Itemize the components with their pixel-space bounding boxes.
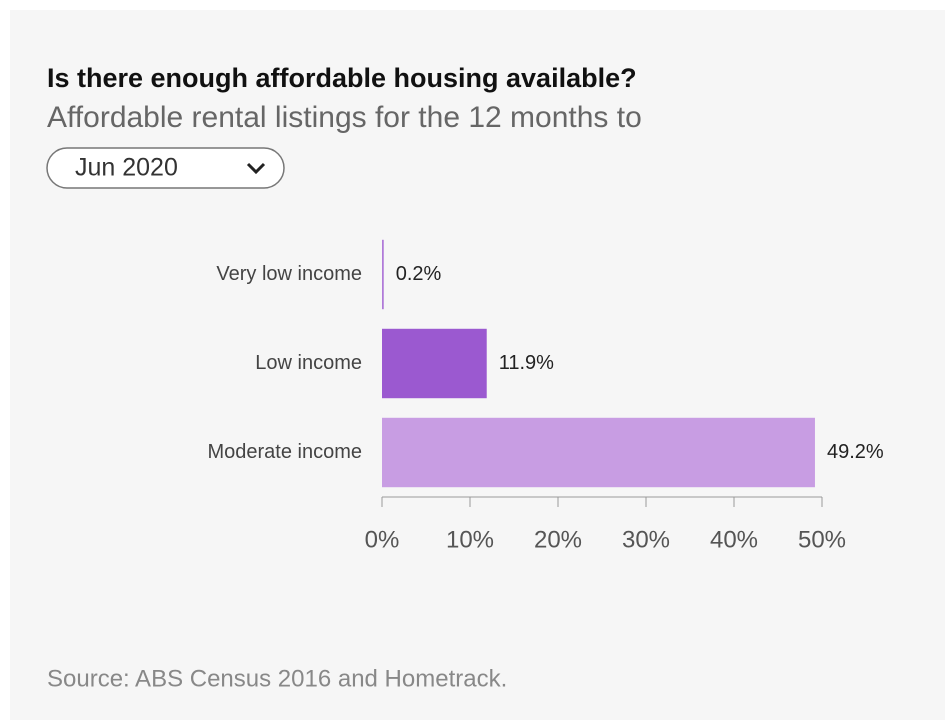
chart-subtitle: Affordable rental listings for the 12 mo…	[47, 101, 642, 134]
x-tick-label: 10%	[446, 526, 494, 553]
value-label: 49.2%	[827, 441, 884, 463]
dropdown-value[interactable]: Jun 2020	[75, 154, 178, 182]
value-label: 11.9%	[499, 352, 554, 374]
y-tick-label: Moderate income	[207, 441, 362, 463]
y-tick-label: Very low income	[216, 263, 362, 285]
x-tick-label: 30%	[622, 526, 670, 553]
y-tick-label: Low income	[255, 352, 362, 374]
dropdown-chevron[interactable]	[246, 162, 266, 175]
bar	[382, 328, 487, 399]
x-tick-label: 20%	[534, 526, 582, 553]
x-tick-label: 50%	[798, 526, 846, 553]
bar	[382, 239, 384, 310]
bar	[382, 417, 815, 488]
x-tick-label: 40%	[710, 526, 758, 553]
value-label: 0.2%	[396, 263, 442, 285]
x-tick-label: 0%	[365, 526, 400, 553]
dropdown-box[interactable]	[46, 147, 285, 189]
period-dropdown[interactable]: Jun 2020	[46, 147, 285, 189]
source-note: Source: ABS Census 2016 and Hometrack.	[47, 665, 507, 692]
chart-title: Is there enough affordable housing avail…	[47, 63, 637, 93]
